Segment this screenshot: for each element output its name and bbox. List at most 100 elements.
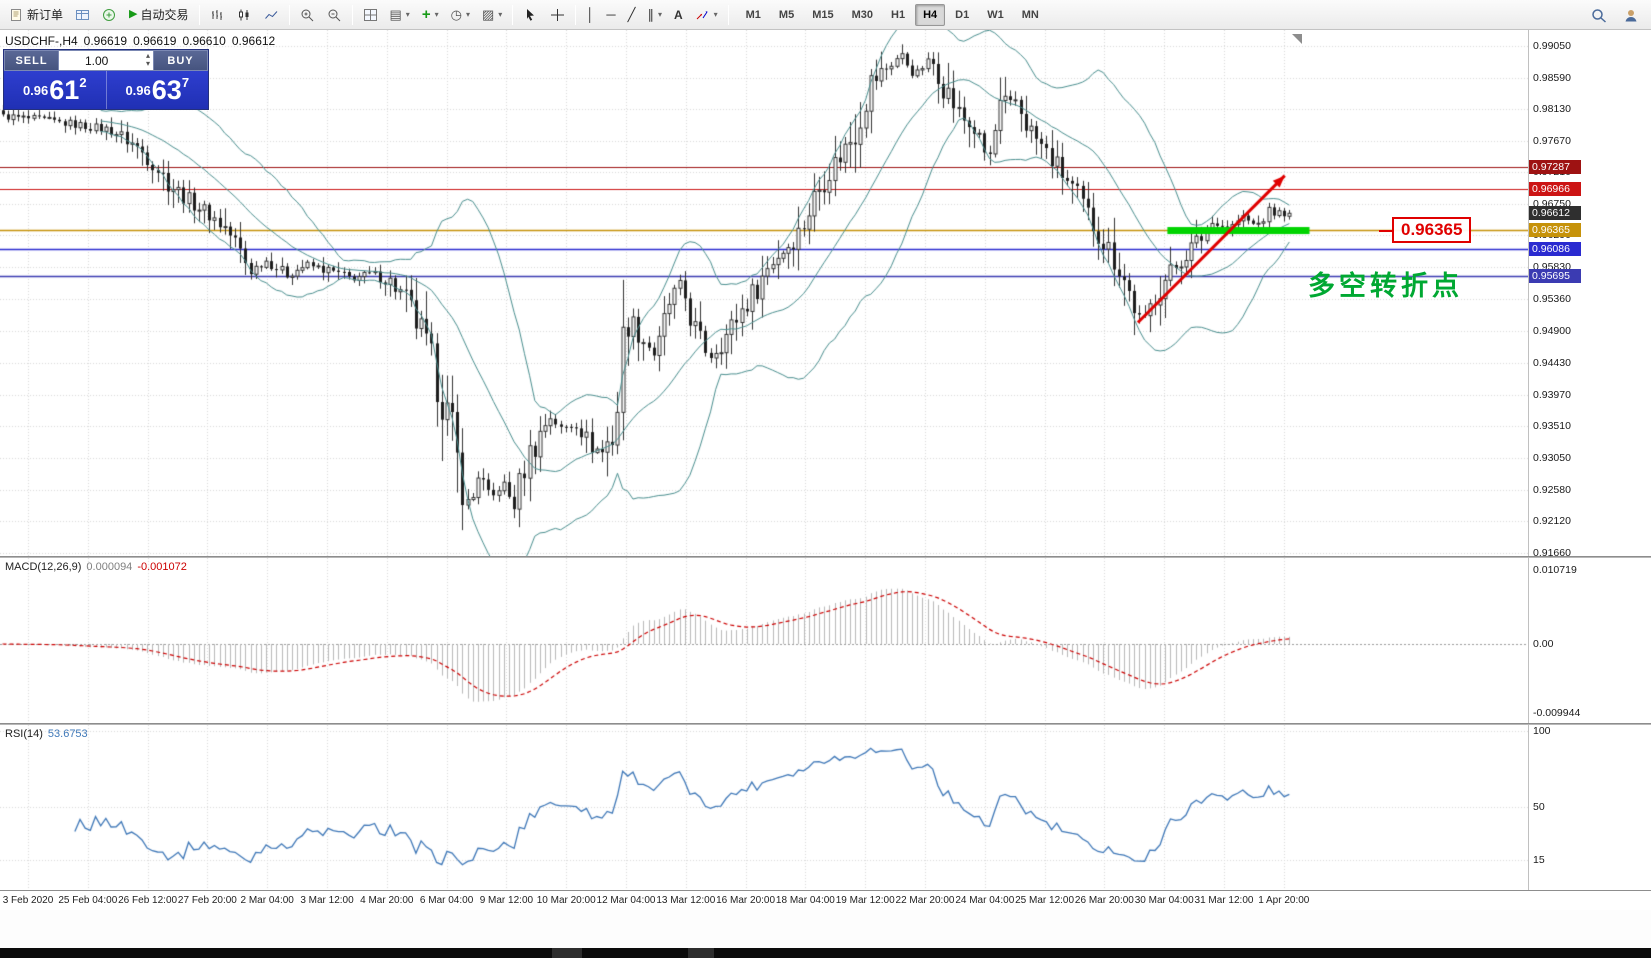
time-axis-label: 13 Mar 12:00 bbox=[656, 895, 716, 906]
price-axis[interactable]: 0.990500.985900.981300.976700.972100.967… bbox=[1528, 30, 1651, 559]
buy-price-prefix: 0.96 bbox=[125, 82, 151, 98]
sell-price-prefix: 0.96 bbox=[22, 82, 49, 98]
horizontal-line-icon: ─ bbox=[606, 7, 616, 22]
chart-shift-marker[interactable] bbox=[1292, 34, 1302, 44]
navigator-button[interactable] bbox=[97, 3, 122, 27]
timeframe-m5-button[interactable]: M5 bbox=[771, 4, 802, 26]
lot-spinner[interactable]: ▴ ▾ bbox=[146, 52, 150, 68]
vertical-line-button[interactable]: │ bbox=[581, 3, 599, 27]
panel-separator[interactable] bbox=[0, 556, 1651, 558]
lot-size-field[interactable]: 1.00 ▴ ▾ bbox=[59, 50, 153, 71]
rsi-axis[interactable]: 100 50 15 bbox=[1528, 725, 1651, 890]
timeframe-m1-button[interactable]: M1 bbox=[738, 4, 769, 26]
trendline-button[interactable]: ╱ bbox=[623, 3, 641, 27]
macd-signal-value: -0.001072 bbox=[137, 561, 187, 573]
spinner-down-icon[interactable]: ▾ bbox=[145, 59, 150, 68]
tile-windows-icon bbox=[363, 8, 377, 21]
timeframe-h1-button[interactable]: H1 bbox=[883, 4, 913, 26]
support-button[interactable] bbox=[1618, 3, 1644, 27]
buy-price-display[interactable]: 0.96 63 7 bbox=[107, 71, 209, 109]
candlestick-chart-button[interactable] bbox=[232, 3, 257, 27]
text-tool-button[interactable]: A bbox=[669, 3, 688, 27]
time-axis-label: 16 Mar 20:00 bbox=[716, 895, 776, 906]
sell-price-display[interactable]: 0.96 61 2 bbox=[4, 71, 106, 109]
time-axis-label: 1 Apr 20:00 bbox=[1258, 895, 1310, 906]
timeframe-h4-button[interactable]: H4 bbox=[915, 3, 946, 26]
price-callout-label[interactable]: 0.96365 bbox=[1378, 217, 1472, 244]
profiles-button[interactable]: ▤ ▾ bbox=[385, 3, 415, 27]
timeframe-m30-button[interactable]: M30 bbox=[844, 4, 881, 26]
toolbar-separator bbox=[351, 4, 353, 25]
macd-axis[interactable]: 0.010719 0.00 -0.009944 bbox=[1528, 558, 1651, 723]
toolbar: 新订单 ▶ 自动交易 bbox=[0, 0, 1651, 30]
price-axis-tick: 0.93050 bbox=[1533, 451, 1571, 464]
price-axis-tag: 0.97287 bbox=[1529, 159, 1581, 174]
market-watch-button[interactable] bbox=[70, 3, 95, 27]
time-axis-label: 25 Feb 04:00 bbox=[58, 895, 118, 906]
template-button[interactable]: ▨ ▾ bbox=[477, 3, 507, 27]
panel-separator[interactable] bbox=[0, 723, 1651, 725]
auto-trading-label: 自动交易 bbox=[140, 8, 189, 22]
price-chart-canvas[interactable] bbox=[0, 30, 1528, 556]
trendline-icon: ╱ bbox=[627, 7, 636, 22]
arrows-tool-button[interactable]: ▾ bbox=[690, 3, 723, 27]
ohlc-close: 0.96612 bbox=[231, 34, 276, 48]
macd-axis-tick: 0.010719 bbox=[1533, 564, 1577, 576]
macd-axis-tick: 0.00 bbox=[1533, 638, 1554, 650]
caret-down-icon: ▾ bbox=[498, 10, 503, 19]
horizontal-line-button[interactable]: ─ bbox=[601, 3, 620, 27]
period-button[interactable]: ◷ ▾ bbox=[446, 3, 475, 27]
indicators-button[interactable]: + ▾ bbox=[417, 3, 444, 27]
indicators-plus-icon: + bbox=[421, 6, 431, 23]
time-axis-label: 22 Mar 20:00 bbox=[895, 895, 955, 906]
price-axis-tag: 0.96365 bbox=[1529, 223, 1581, 238]
rsi-canvas[interactable] bbox=[0, 725, 1528, 890]
toolbar-separator bbox=[288, 4, 290, 25]
caret-down-icon: ▾ bbox=[657, 10, 662, 19]
toolbar-separator bbox=[198, 4, 200, 25]
time-axis[interactable]: 3 Feb 2020 25 Feb 04:00 26 Feb 12:00 27 Feb… bbox=[0, 890, 1651, 910]
caret-down-icon: ▾ bbox=[713, 10, 718, 19]
search-icon bbox=[1592, 8, 1606, 23]
time-axis-label: 9 Mar 12:00 bbox=[479, 895, 534, 906]
sell-price-pipette: 2 bbox=[79, 75, 87, 90]
zoom-in-button[interactable] bbox=[295, 3, 320, 27]
template-icon: ▨ bbox=[481, 7, 495, 22]
macd-canvas[interactable] bbox=[0, 558, 1528, 723]
buy-button[interactable]: BUY bbox=[153, 50, 208, 71]
time-axis-label: 18 Mar 04:00 bbox=[775, 895, 835, 906]
time-axis-label: 3 Feb 2020 bbox=[2, 895, 54, 906]
turning-point-label[interactable]: 多空转折点 bbox=[1308, 271, 1463, 303]
timeframe-w1-button[interactable]: W1 bbox=[979, 4, 1012, 26]
price-axis-tick: 0.91660 bbox=[1533, 547, 1571, 559]
new-order-button[interactable]: 新订单 bbox=[4, 3, 68, 27]
market-watch-icon bbox=[76, 9, 90, 20]
timeframe-m15-button[interactable]: M15 bbox=[804, 4, 841, 26]
zoom-out-button[interactable] bbox=[322, 3, 347, 27]
auto-trading-button[interactable]: ▶ 自动交易 bbox=[124, 3, 193, 27]
support-person-icon bbox=[1625, 9, 1637, 21]
price-axis-tick: 0.97670 bbox=[1533, 134, 1571, 147]
crosshair-button[interactable] bbox=[545, 3, 570, 27]
ohlc-open: 0.96619 bbox=[83, 34, 128, 48]
line-chart-button[interactable] bbox=[259, 3, 284, 27]
price-axis-tick: 0.93970 bbox=[1533, 388, 1571, 401]
rsi-axis-tick: 50 bbox=[1533, 801, 1545, 813]
buy-price-pipette: 7 bbox=[181, 75, 190, 90]
search-button[interactable] bbox=[1586, 3, 1612, 27]
channel-button[interactable]: ∥ ▾ bbox=[642, 3, 667, 27]
sell-button[interactable]: SELL bbox=[4, 50, 59, 71]
caret-down-icon: ▾ bbox=[434, 10, 439, 19]
price-axis-tick: 0.94900 bbox=[1533, 324, 1571, 337]
spinner-up-icon[interactable]: ▴ bbox=[145, 51, 150, 60]
timeframe-d1-button[interactable]: D1 bbox=[947, 4, 977, 26]
toolbar-separator bbox=[575, 4, 577, 25]
cursor-button[interactable] bbox=[518, 3, 543, 27]
macd-axis-tick: -0.009944 bbox=[1533, 707, 1581, 719]
chart-ohlc-header: USDCHF-,H4 0.96619 0.96619 0.96610 0.96612 bbox=[5, 34, 281, 48]
time-axis-label: 6 Mar 04:00 bbox=[419, 895, 474, 906]
tile-windows-button[interactable] bbox=[358, 3, 383, 27]
time-axis-label: 26 Feb 12:00 bbox=[118, 895, 178, 906]
bar-chart-button[interactable] bbox=[205, 3, 230, 27]
timeframe-mn-button[interactable]: MN bbox=[1014, 4, 1047, 26]
